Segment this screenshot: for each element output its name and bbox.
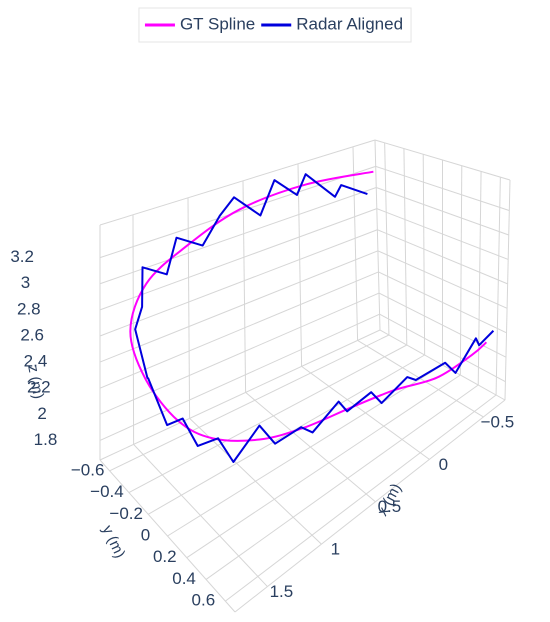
grid [99, 139, 511, 613]
series-line [129, 170, 488, 442]
box-edge [504, 179, 511, 401]
z-tick-label: 2 [37, 404, 46, 423]
grid-line [384, 142, 390, 336]
grid-line [378, 271, 507, 334]
z-tick-label: 1.8 [34, 430, 58, 449]
grid-line [297, 163, 303, 367]
grid-line [99, 292, 380, 415]
grid-line [459, 165, 463, 376]
grid-line [422, 154, 426, 356]
z-tick-label: 2.8 [17, 299, 41, 318]
grid-line [377, 229, 508, 285]
box-edge [234, 399, 506, 613]
grid-line [205, 384, 479, 580]
grid-line [99, 165, 376, 259]
grid-line [147, 354, 425, 515]
box-edge [99, 329, 381, 461]
grid-line [379, 313, 506, 383]
y-tick-label: 0.2 [153, 547, 177, 566]
grid-line [352, 146, 359, 341]
y-tick-label: −0.6 [71, 460, 105, 479]
grid-line [128, 344, 408, 494]
legend-label[interactable]: Radar Aligned [296, 14, 403, 33]
y-tick-label: −0.2 [109, 504, 143, 523]
grid-line [99, 250, 379, 363]
box-edge [374, 139, 511, 181]
grid-line [186, 374, 461, 559]
grid-line [99, 187, 377, 285]
box-edge [99, 139, 376, 226]
grid-line [99, 271, 379, 389]
box-edge [99, 459, 236, 613]
legend: GT Spline Radar Aligned [138, 7, 412, 43]
grid-line [378, 292, 507, 358]
grid-line [242, 180, 247, 393]
series-line [134, 173, 495, 464]
y-tick-label: 0.6 [192, 591, 216, 610]
grid-line [99, 229, 378, 337]
grid-line [109, 334, 390, 472]
y-tick-label: 0.4 [172, 569, 196, 588]
grid-line [477, 171, 482, 386]
y-tick-label: −0.4 [90, 482, 124, 501]
grid-line [375, 165, 510, 212]
grid-line [403, 148, 408, 346]
grid-line [187, 197, 191, 419]
plot-area [129, 170, 495, 464]
y-axis-title: y (m) [99, 523, 129, 561]
x-tick-label: 0.5 [378, 497, 402, 516]
grid-line [376, 187, 509, 236]
grid-line [99, 313, 380, 441]
z-tick-label: 2.6 [20, 325, 44, 344]
legend-box [138, 7, 412, 43]
z-tick-label: 2.2 [27, 378, 51, 397]
legend-label[interactable]: GT Spline [180, 14, 255, 33]
grid-line [376, 208, 509, 260]
x-tick-label: 0 [439, 455, 448, 474]
grid-line [225, 394, 497, 602]
z-tick-label: 3 [21, 273, 30, 292]
grid-line [132, 214, 135, 445]
x-tick-label: 1.5 [270, 582, 294, 601]
y-tick-label: 0 [141, 525, 150, 544]
z-tick-label: 2.4 [24, 352, 48, 371]
grid-line [377, 250, 508, 309]
box-edge [374, 139, 381, 331]
x-tick-label: 1 [331, 540, 340, 559]
z-axis-title: z (m) [24, 364, 47, 401]
x-tick-label: −0.5 [481, 412, 515, 431]
z-tick-label: 3.2 [10, 247, 34, 266]
grid-line [99, 208, 377, 311]
grid-line [495, 177, 501, 396]
axis-labels: −0.500.511.5−0.6−0.4−0.200.20.40.61.822.… [10, 247, 514, 610]
grid-line [167, 364, 443, 537]
